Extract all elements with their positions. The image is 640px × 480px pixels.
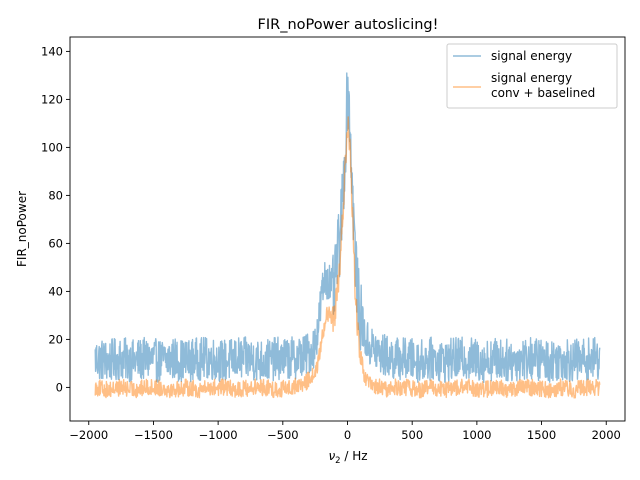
x-tick-label: 1000 bbox=[462, 428, 491, 442]
x-tick-label: −500 bbox=[267, 428, 299, 442]
x-axis-label-subscript: 2 bbox=[335, 456, 340, 466]
y-axis-label: FIR_noPower bbox=[15, 191, 29, 267]
series-layer bbox=[94, 72, 601, 399]
x-tick-label: 1500 bbox=[527, 428, 556, 442]
x-axis-label-units: / Hz bbox=[341, 449, 368, 463]
x-tick-label: 500 bbox=[401, 428, 423, 442]
y-tick-label: 0 bbox=[56, 380, 63, 394]
y-axis: 0 20 40 60 80 100 120 140 bbox=[41, 44, 70, 394]
y-tick-label: 100 bbox=[41, 140, 63, 154]
series-line-signal-energy bbox=[94, 72, 601, 384]
x-axis-label: ν2 / Hz bbox=[328, 449, 367, 466]
x-tick-label: −2000 bbox=[69, 428, 108, 442]
series-line-signal-energy-conv bbox=[94, 116, 601, 399]
legend-label-line: signal energy bbox=[491, 71, 572, 85]
legend: signal energy signal energy conv + baseli… bbox=[446, 43, 618, 109]
x-axis: −2000 −1500 −1000 −500 0 500 1000 1500 2000 bbox=[69, 421, 621, 442]
x-tick-label: −1000 bbox=[199, 428, 238, 442]
legend-label-signal-energy: signal energy bbox=[491, 49, 572, 63]
y-tick-label: 60 bbox=[48, 236, 63, 250]
y-tick-label: 140 bbox=[41, 44, 63, 58]
legend-label-signal-energy-conv: signal energy conv + baselined bbox=[491, 71, 595, 100]
chart-title: FIR_noPower autoslicing! bbox=[258, 17, 439, 33]
y-tick-label: 40 bbox=[48, 284, 63, 298]
y-tick-label: 80 bbox=[48, 188, 63, 202]
plot-area bbox=[94, 72, 601, 399]
x-axis-label-symbol: ν bbox=[328, 449, 335, 463]
y-tick-label: 20 bbox=[48, 332, 63, 346]
legend-label-line: conv + baselined bbox=[491, 86, 595, 100]
x-tick-label: −1500 bbox=[134, 428, 173, 442]
x-tick-label: 2000 bbox=[592, 428, 621, 442]
legend-box bbox=[446, 43, 618, 109]
x-tick-label: 0 bbox=[344, 428, 351, 442]
y-tick-label: 120 bbox=[41, 92, 63, 106]
